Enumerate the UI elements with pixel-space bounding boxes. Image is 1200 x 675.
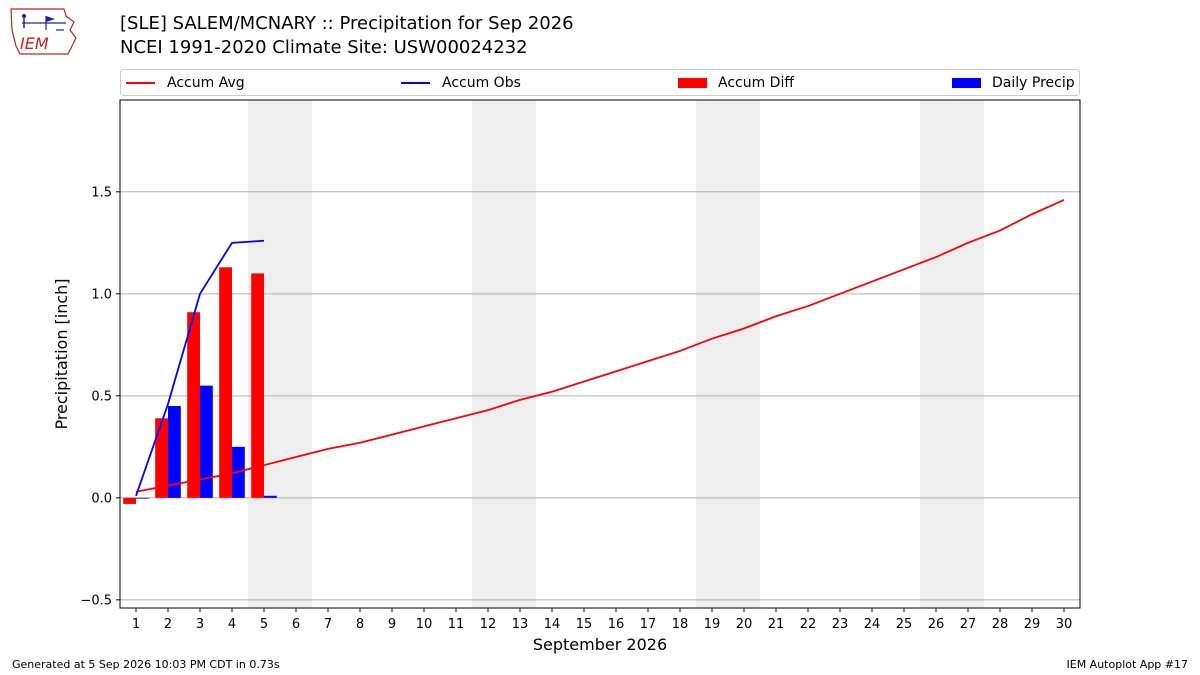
legend-swatch — [952, 77, 981, 88]
x-tick-label: 25 — [896, 617, 913, 632]
x-tick-label: 19 — [704, 617, 721, 632]
x-tick-label: 4 — [228, 617, 236, 632]
x-tick-label: 15 — [576, 617, 593, 632]
x-tick-label: 9 — [388, 617, 396, 632]
bar-accum-diff — [219, 267, 232, 498]
weekend-band — [696, 100, 760, 608]
x-tick-label: 3 — [196, 617, 204, 632]
app-label: IEM Autoplot App #17 — [1066, 658, 1189, 671]
series-lines — [135, 199, 1065, 497]
logo-text: IEM — [20, 34, 49, 53]
bar-daily-precip — [168, 406, 181, 498]
x-tick-label: 17 — [640, 617, 657, 632]
x-tick-label: 11 — [448, 617, 465, 632]
bar-daily-precip — [136, 497, 149, 499]
legend-item-daily-precip: Daily Precip — [952, 70, 1075, 95]
x-tick-label: 20 — [736, 617, 753, 632]
x-tick-label: 12 — [480, 617, 497, 632]
bar-daily-precip — [264, 495, 277, 498]
x-tick-label: 5 — [260, 617, 268, 632]
weekend-band — [920, 100, 984, 608]
y-tick-label: 0.0 — [91, 491, 112, 506]
x-tick-label: 7 — [324, 617, 332, 632]
legend-item-accum-obs: Accum Obs — [401, 70, 521, 95]
bar-accum-diff — [251, 273, 264, 498]
x-tick-label: 30 — [1056, 617, 1073, 632]
bars — [123, 267, 277, 504]
bar-accum-diff — [123, 497, 136, 504]
y-tick-label: 1.0 — [91, 287, 112, 302]
legend-label: Accum Diff — [718, 74, 795, 91]
generated-timestamp: Generated at 5 Sep 2026 10:03 PM CDT in … — [12, 658, 280, 671]
grid-lines — [120, 191, 1080, 601]
legend-label: Accum Obs — [442, 74, 521, 91]
axes: −0.50.00.51.01.51 2 3 4 5 6 7 8 9 10 11 12 13 14 15 16 1… — [80, 185, 1072, 632]
line-accum-avg — [135, 199, 1065, 493]
chart-subtitle: NCEI 1991-2020 Climate Site: USW00024232 — [120, 37, 528, 58]
x-tick-label: 21 — [768, 617, 785, 632]
x-tick-label: 22 — [800, 617, 817, 632]
bar-accum-diff — [155, 418, 168, 498]
bar-accum-diff — [187, 312, 200, 498]
y-tick-label: −0.5 — [80, 593, 112, 608]
legend-label: Daily Precip — [992, 74, 1075, 91]
legend-item-accum-avg: Accum Avg — [126, 70, 245, 95]
x-tick-label: 8 — [356, 617, 364, 632]
legend-label: Accum Avg — [167, 74, 245, 91]
iem-logo-icon: IEM — [10, 8, 77, 55]
y-axis-label: Precipitation [inch] — [52, 278, 71, 429]
line-accum-obs — [135, 239, 265, 497]
x-tick-label: 14 — [544, 617, 561, 632]
legend-swatch — [678, 77, 707, 88]
legend-item-accum-diff: Accum Diff — [678, 70, 794, 95]
x-tick-label: 24 — [864, 617, 881, 632]
x-tick-label: 28 — [992, 617, 1009, 632]
legend-swatch — [126, 81, 155, 84]
x-tick-label: 16 — [608, 617, 625, 632]
x-tick-label: 13 — [512, 617, 529, 632]
x-tick-label: 23 — [832, 617, 849, 632]
x-tick-label: 6 — [292, 617, 300, 632]
x-axis-label: September 2026 — [533, 635, 667, 654]
weekend-band — [472, 100, 536, 608]
x-tick-label: 27 — [960, 617, 977, 632]
x-tick-label: 1 — [132, 617, 140, 632]
chart-legend: Accum Avg Accum Obs Accum Diff Daily Pre… — [120, 69, 1080, 96]
bar-daily-precip — [200, 385, 213, 498]
chart-title: [SLE] SALEM/MCNARY :: Precipitation for … — [120, 13, 574, 34]
plot-frame — [119, 99, 1081, 609]
x-tick-label: 2 — [164, 617, 172, 632]
x-tick-label: 10 — [416, 617, 433, 632]
y-tick-label: 1.5 — [91, 185, 112, 200]
x-tick-label: 26 — [928, 617, 945, 632]
weekend-shading — [248, 100, 984, 608]
legend-swatch — [401, 81, 430, 84]
x-tick-label: 18 — [672, 617, 689, 632]
y-tick-label: 0.5 — [91, 389, 112, 404]
x-tick-label: 29 — [1024, 617, 1041, 632]
